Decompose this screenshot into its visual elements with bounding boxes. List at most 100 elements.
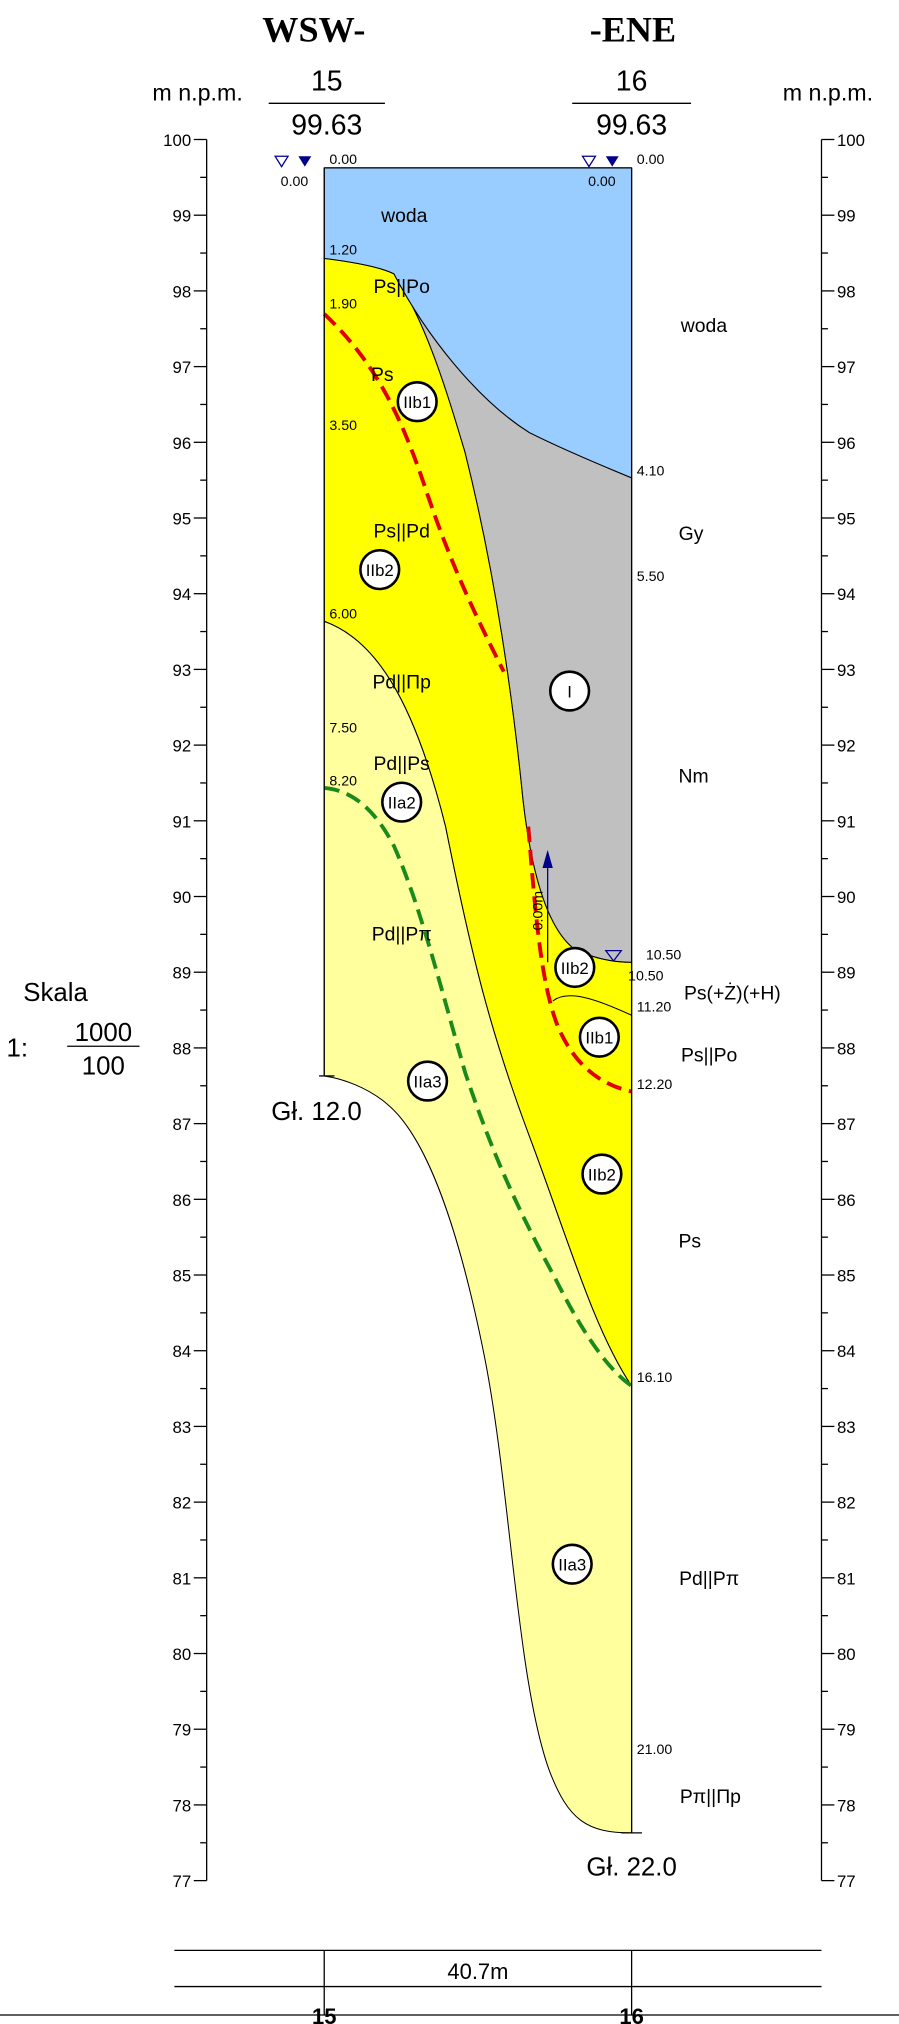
depth-label: 11.20 <box>637 999 672 1015</box>
tick-label: 99 <box>837 207 856 226</box>
tick-label: 82 <box>837 1494 856 1513</box>
code-label: IIb1 <box>403 393 431 412</box>
depth-label: 4.10 <box>637 463 665 479</box>
layer-label: Ps <box>371 364 394 386</box>
tick-label: 87 <box>837 1115 856 1134</box>
code-label: IIb2 <box>561 959 589 978</box>
tick-label: 81 <box>837 1569 856 1588</box>
borehole-name: 16 <box>616 65 648 97</box>
tick-label: 91 <box>173 812 192 831</box>
depth-label: 12.20 <box>637 1077 673 1093</box>
code-label: IIa2 <box>388 794 416 813</box>
tick-label: 100 <box>837 131 865 150</box>
tick-label: 83 <box>173 1418 192 1437</box>
cross-section: WSW- -ENE m n.p.m. m n.p.m. 15 99.63 16 … <box>0 0 899 2024</box>
water-level: 0.00 <box>588 174 616 190</box>
depth-label: 0.00 <box>329 152 357 168</box>
tick-label: 83 <box>837 1418 856 1437</box>
tick-label: 92 <box>173 737 192 756</box>
code-label: IIa3 <box>414 1073 442 1092</box>
tick-label: 84 <box>837 1342 856 1361</box>
depth-label: 16.10 <box>637 1370 673 1386</box>
layer-label: Ps(+Ż)(+H) <box>684 982 781 1005</box>
water-rise: 0.00m <box>530 891 546 930</box>
tick-label: 90 <box>837 888 856 907</box>
layer-label: Pd||Pπ <box>679 1568 739 1590</box>
depth-label: 3.50 <box>329 418 357 434</box>
tick-label: 89 <box>173 964 192 983</box>
water-level: 10.50 <box>628 968 664 984</box>
tick-label: 95 <box>837 509 856 528</box>
code-label: IIb2 <box>588 1166 616 1185</box>
tick-label: 85 <box>173 1266 192 1285</box>
code-label: IIa3 <box>558 1556 586 1575</box>
code-label: IIb1 <box>585 1029 613 1048</box>
depth-label: 7.50 <box>329 720 357 736</box>
depth-label: 10.50 <box>646 948 682 964</box>
tick-label: 87 <box>173 1115 192 1134</box>
tick-label: 78 <box>173 1796 192 1815</box>
direction-right: -ENE <box>590 9 676 49</box>
tick-label: 98 <box>173 282 192 301</box>
depth-label: 1.90 <box>329 297 357 313</box>
tick-label: 99 <box>173 207 192 226</box>
depth-label: 5.50 <box>637 569 665 585</box>
tick-label: 96 <box>173 434 192 453</box>
depth-label: 1.20 <box>329 242 357 258</box>
depth-label: 8.20 <box>329 773 357 789</box>
layer-label: Pπ||Πp <box>680 1786 741 1808</box>
tick-label: 94 <box>837 585 856 604</box>
tick-label: 86 <box>837 1191 856 1210</box>
tick-label: 80 <box>173 1645 192 1664</box>
unit-left: m n.p.m. <box>152 80 242 106</box>
layer-label: woda <box>680 315 728 337</box>
depth-label: 0.00 <box>637 152 665 168</box>
tick-label: 97 <box>173 358 192 377</box>
tick-label: 79 <box>173 1721 192 1740</box>
tick-label: 92 <box>837 737 856 756</box>
borehole-elevation: 99.63 <box>596 109 667 141</box>
tick-label: 77 <box>837 1872 856 1891</box>
tick-label: 95 <box>173 509 192 528</box>
layer-label: Nm <box>679 766 709 788</box>
tick-label: 100 <box>163 131 191 150</box>
tick-label: 80 <box>837 1645 856 1664</box>
depth-label: 6.00 <box>329 607 357 623</box>
tick-label: 79 <box>837 1721 856 1740</box>
scale-label: Skala <box>23 979 88 1007</box>
tick-label: 88 <box>173 1039 192 1058</box>
tick-label: 78 <box>837 1796 856 1815</box>
tick-label: 84 <box>173 1342 192 1361</box>
layer-label: Ps||Po <box>374 276 430 298</box>
tick-label: 77 <box>173 1872 192 1891</box>
layer-label: Ps||Pd <box>374 520 430 542</box>
borehole-marker: 15 <box>312 2004 336 2024</box>
tick-label: 97 <box>837 358 856 377</box>
tick-label: 98 <box>837 282 856 301</box>
borehole-name: 15 <box>311 65 343 97</box>
scale-prefix: 1: <box>6 1035 28 1063</box>
tick-label: 89 <box>837 964 856 983</box>
scale-vertical: 100 <box>82 1053 125 1081</box>
tick-label: 91 <box>837 812 856 831</box>
tick-label: 90 <box>173 888 192 907</box>
water-level: 0.00 <box>281 174 309 190</box>
layer-label: Pd||Pπ <box>372 923 432 945</box>
code-label: IIb2 <box>366 561 394 580</box>
unit-right: m n.p.m. <box>783 80 873 106</box>
tick-label: 96 <box>837 434 856 453</box>
layer-label: woda <box>380 205 428 227</box>
scale-horizontal: 1000 <box>75 1019 132 1047</box>
depth-label: 21.00 <box>637 1742 673 1758</box>
borehole-elevation: 99.63 <box>291 109 362 141</box>
bottom-depth: Gł. 22.0 <box>586 1853 676 1881</box>
direction-left: WSW- <box>262 9 365 49</box>
bottom-depth: Gł. 12.0 <box>271 1098 361 1126</box>
layer-label: Pd||Πp <box>372 671 431 693</box>
tick-label: 81 <box>173 1569 192 1588</box>
tick-label: 93 <box>837 661 856 680</box>
layer-label: Gy <box>679 523 704 545</box>
layer-label: Pd||Ps <box>374 753 430 775</box>
page: { "header": {"left_direction": "WSW-", "… <box>0 0 899 2024</box>
tick-label: 88 <box>837 1039 856 1058</box>
